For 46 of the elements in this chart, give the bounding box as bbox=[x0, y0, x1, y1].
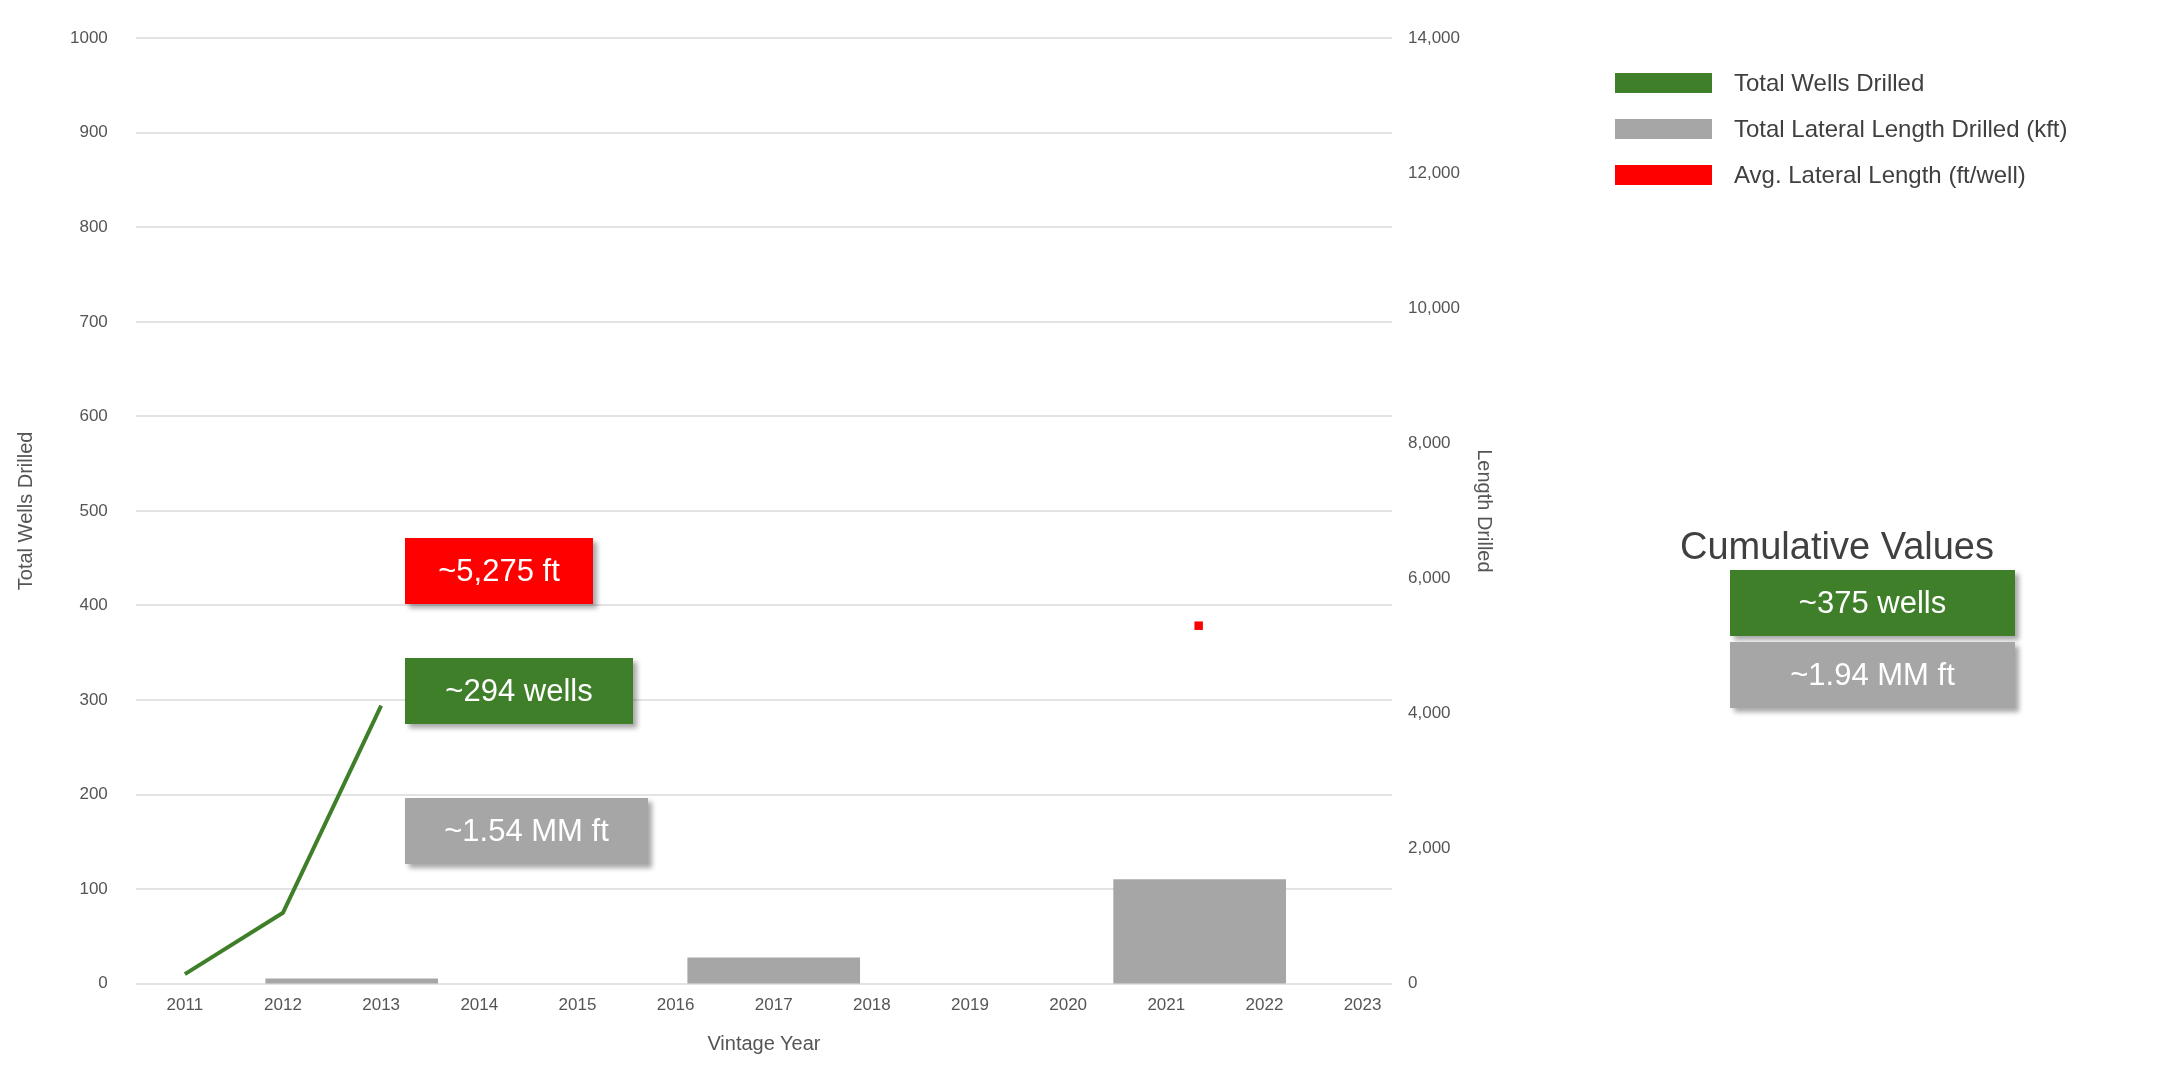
y-tick-label: 700 bbox=[79, 311, 108, 331]
legend-label: Avg. Lateral Length (ft/well) bbox=[1734, 161, 2026, 189]
x-tick-label: 2021 bbox=[1147, 995, 1186, 1015]
x-tick-label: 2016 bbox=[656, 995, 695, 1015]
y-tick-label: 0 bbox=[98, 973, 108, 993]
y-tick-label: 1000 bbox=[69, 27, 108, 47]
bar bbox=[687, 957, 861, 984]
text: Cumulative Values bbox=[1680, 525, 1995, 568]
x-tick-label: 2013 bbox=[362, 995, 401, 1015]
y2-tick-label: 2,000 bbox=[1408, 838, 1451, 858]
x-tick-label: 2014 bbox=[460, 995, 499, 1015]
text: ~1.94 MM ft bbox=[1730, 642, 2015, 708]
x-tick-label: 2019 bbox=[951, 995, 989, 1015]
y-axis-title: Total Wells Drilled bbox=[13, 431, 36, 591]
x-tick-label: 2011 bbox=[166, 995, 204, 1015]
x-tick-label: 2023 bbox=[1343, 995, 1382, 1015]
legend-label: Total Wells Drilled bbox=[1734, 69, 1925, 97]
x-axis-title: Vintage Year bbox=[707, 1031, 821, 1054]
annotation: ~5,275 ft bbox=[405, 538, 593, 604]
y-tick-label: 200 bbox=[79, 784, 108, 804]
y2-tick-label: 14,000 bbox=[1408, 27, 1460, 47]
x-tick-label: 2022 bbox=[1245, 995, 1284, 1015]
y-tick-label: 900 bbox=[79, 122, 108, 142]
annotation: ~1.54 MM ft bbox=[405, 798, 648, 864]
y2-tick-label: 0 bbox=[1408, 973, 1418, 993]
bar bbox=[1113, 879, 1286, 984]
y2-tick-label: 8,000 bbox=[1408, 433, 1451, 453]
text: ~375 wells bbox=[1730, 570, 2015, 636]
y-tick-label: 500 bbox=[79, 500, 108, 520]
x-tick-label: 2012 bbox=[264, 995, 302, 1015]
y2-axis-title: Length Drilled bbox=[1474, 449, 1497, 573]
y-tick-label: 600 bbox=[79, 406, 108, 426]
legend-label: Total Lateral Length Drilled (kft) bbox=[1734, 115, 2068, 143]
y2-tick-label: 12,000 bbox=[1408, 162, 1460, 182]
x-tick-label: 2020 bbox=[1049, 995, 1088, 1015]
x-tick-label: 2018 bbox=[852, 995, 891, 1015]
annotation: ~294 wells bbox=[405, 658, 633, 724]
y-tick-label: 300 bbox=[79, 689, 108, 709]
y2-tick-label: 6,000 bbox=[1408, 568, 1451, 588]
y-tick-label: 800 bbox=[79, 216, 108, 236]
x-tick-label: 2017 bbox=[754, 995, 793, 1015]
x-tick-label: 2015 bbox=[558, 995, 597, 1015]
y-tick-label: 100 bbox=[79, 878, 108, 898]
y2-tick-label: 4,000 bbox=[1408, 703, 1451, 723]
y-tick-label: 400 bbox=[79, 595, 108, 615]
y2-tick-label: 10,000 bbox=[1408, 298, 1460, 317]
